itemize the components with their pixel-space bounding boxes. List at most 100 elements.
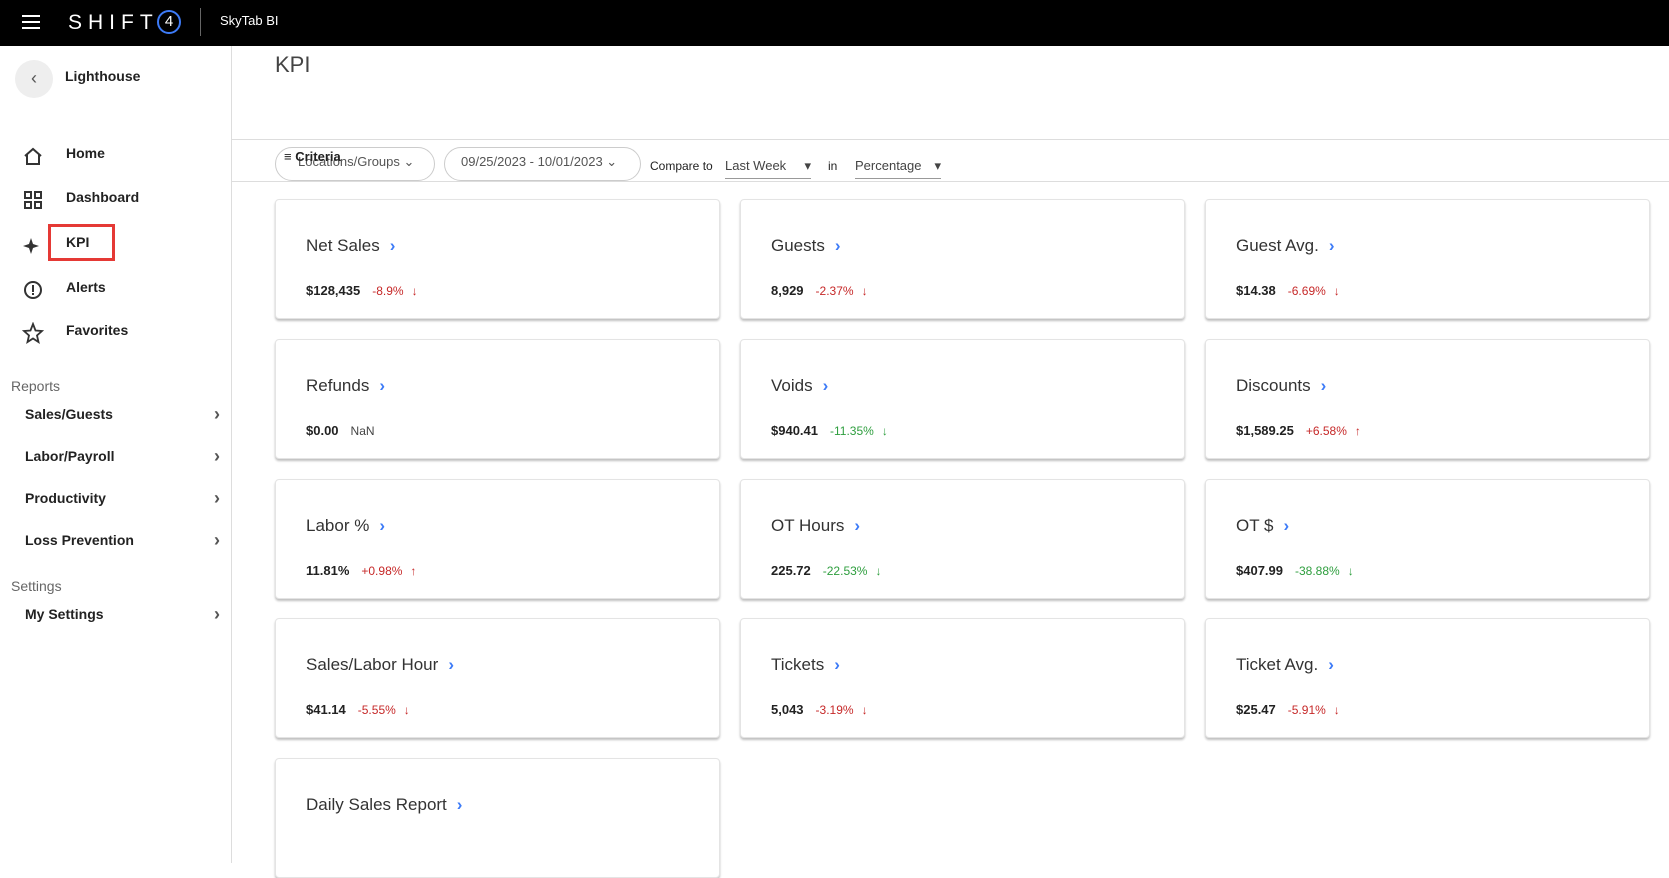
card-chevron: › [1328,655,1334,674]
card-change: -6.69% [1287,284,1326,298]
date-filter[interactable]: 09/25/2023 - 10/01/2023 ⌄ [444,147,641,181]
divider [232,139,1669,140]
card-title: Sales/Labor Hour › [306,655,454,675]
card-arrow: ↓ [403,703,410,717]
card-value-row: 11.81% +0.98% ↑ [306,563,416,578]
report-link[interactable]: Labor/Payroll › [25,446,220,466]
locations-filter[interactable]: Locations/Groups ⌄ [275,147,435,181]
back-button[interactable]: ‹ [15,60,53,98]
report-label: Labor/Payroll [25,448,115,464]
compare-label: Compare to [650,159,713,173]
kpi-card[interactable]: Discounts › $1,589.25 +6.58% ↑ [1205,339,1650,459]
card-chevron: › [822,376,829,395]
nav-favorites[interactable]: Favorites [66,322,129,338]
card-chevron: › [389,236,396,255]
date-label: 09/25/2023 - 10/01/2023 [461,154,603,169]
card-title-text: Ticket Avg. [1236,655,1319,674]
card-value-row: $128,435 -8.9% ↓ [306,283,418,298]
divider [200,8,201,36]
card-change: -22.53% [822,564,868,578]
report-label: Sales/Guests [25,406,113,422]
card-title: Daily Sales Report › [306,795,462,815]
kpi-card[interactable]: OT Hours › 225.72 -22.53% ↓ [740,479,1185,599]
card-chevron: › [834,655,840,674]
card-arrow: ↓ [1347,564,1354,578]
card-value: 5,043 [771,702,804,717]
kpi-card[interactable]: OT $ › $407.99 -38.88% ↓ [1205,479,1650,599]
kpi-card[interactable]: Daily Sales Report › [275,758,720,878]
nav-dashboard[interactable]: Dashboard [66,189,140,205]
card-value: $128,435 [306,283,361,298]
kpi-card[interactable]: Ticket Avg. › $25.47 -5.91% ↓ [1205,618,1650,738]
kpi-card[interactable]: Tickets › 5,043 -3.19% ↓ [740,618,1185,738]
kpi-card[interactable]: Guests › 8,929 -2.37% ↓ [740,199,1185,319]
report-link[interactable]: Sales/Guests › [25,404,220,424]
card-chevron: › [456,795,463,814]
card-title-text: Tickets [771,655,825,674]
nav-alerts[interactable]: Alerts [66,279,106,295]
report-label: My Settings [25,606,104,622]
card-value-row: 225.72 -22.53% ↓ [771,563,881,578]
card-change: -11.35% [830,424,874,438]
card-title-text: Discounts [1236,376,1311,395]
chevron: › [214,604,220,624]
card-value-row: $25.47 -5.91% ↓ [1236,702,1340,717]
criteria-label: Criteria [295,149,341,164]
product-name: SkyTab BI [220,13,279,28]
card-title: Guest Avg. › [1236,236,1335,256]
criteria-button[interactable]: ≡ Criteria [284,149,341,164]
kpi-card[interactable]: Guest Avg. › $14.38 -6.69% ↓ [1205,199,1650,319]
kpi-card[interactable]: Voids › $940.41 -11.35% ↓ [740,339,1185,459]
in-select[interactable]: Percentage ▾ [855,158,941,179]
back-label: Lighthouse [65,68,141,84]
report-label: Productivity [25,490,106,506]
card-title-text: OT Hours [771,516,845,535]
main: KPI Locations/Groups ⌄ 09/25/2023 - 10/0… [232,46,1669,878]
card-title: Discounts › [1236,376,1326,396]
alerts-icon [24,281,42,299]
card-title-text: Voids [771,376,813,395]
page-title: KPI [275,52,311,77]
card-value-row: 8,929 -2.37% ↓ [771,283,868,298]
menu-button[interactable] [22,13,42,31]
card-value: 11.81% [306,563,350,578]
report-label: Loss Prevention [25,532,134,548]
card-title: OT Hours › [771,516,860,536]
nav-home[interactable]: Home [66,145,105,161]
kpi-card[interactable]: Sales/Labor Hour › $41.14 -5.55% ↓ [275,618,720,738]
report-link[interactable]: Loss Prevention › [25,530,220,550]
card-title-text: Daily Sales Report [306,795,447,814]
nav-kpi[interactable]: KPI [66,234,90,250]
card-title: Labor % › [306,516,385,536]
card-change: -2.37% [815,284,854,298]
card-value: $940.41 [771,423,818,438]
card-value-row: 5,043 -3.19% ↓ [771,702,868,717]
card-chevron: › [379,516,385,535]
top-bar: SHIFT 4 SkyTab BI [0,0,1669,46]
kpi-card[interactable]: Net Sales › $128,435 -8.9% ↓ [275,199,720,319]
card-title-text: Refunds [306,376,370,395]
kpi-card[interactable]: Labor % › 11.81% +0.98% ↑ [275,479,720,599]
card-value: $0.00 [306,423,339,438]
compare-select[interactable]: Last Week ▾ [725,158,811,179]
card-title-text: Guests [771,236,825,255]
card-title-text: Net Sales [306,236,380,255]
card-change: -8.9% [372,284,404,298]
card-value-row: $0.00 NaN [306,423,375,438]
sidebar: ‹ Lighthouse Home Dashboard KPI Alerts F… [0,46,232,863]
report-link[interactable]: My Settings › [25,604,220,624]
card-title: Ticket Avg. › [1236,655,1334,675]
card-value: $14.38 [1236,283,1276,298]
card-title-text: Labor % [306,516,370,535]
kpi-card[interactable]: Refunds › $0.00 NaN [275,339,720,459]
in-value: Percentage [855,158,922,173]
card-chevron: › [1283,516,1290,535]
card-arrow: ↑ [1354,424,1361,438]
card-arrow: ↓ [861,284,868,298]
card-change: -3.19% [815,703,854,717]
compare-value: Last Week [725,158,787,173]
card-title-text: Guest Avg. [1236,236,1319,255]
report-link[interactable]: Productivity › [25,488,220,508]
card-title: Guests › [771,236,841,256]
